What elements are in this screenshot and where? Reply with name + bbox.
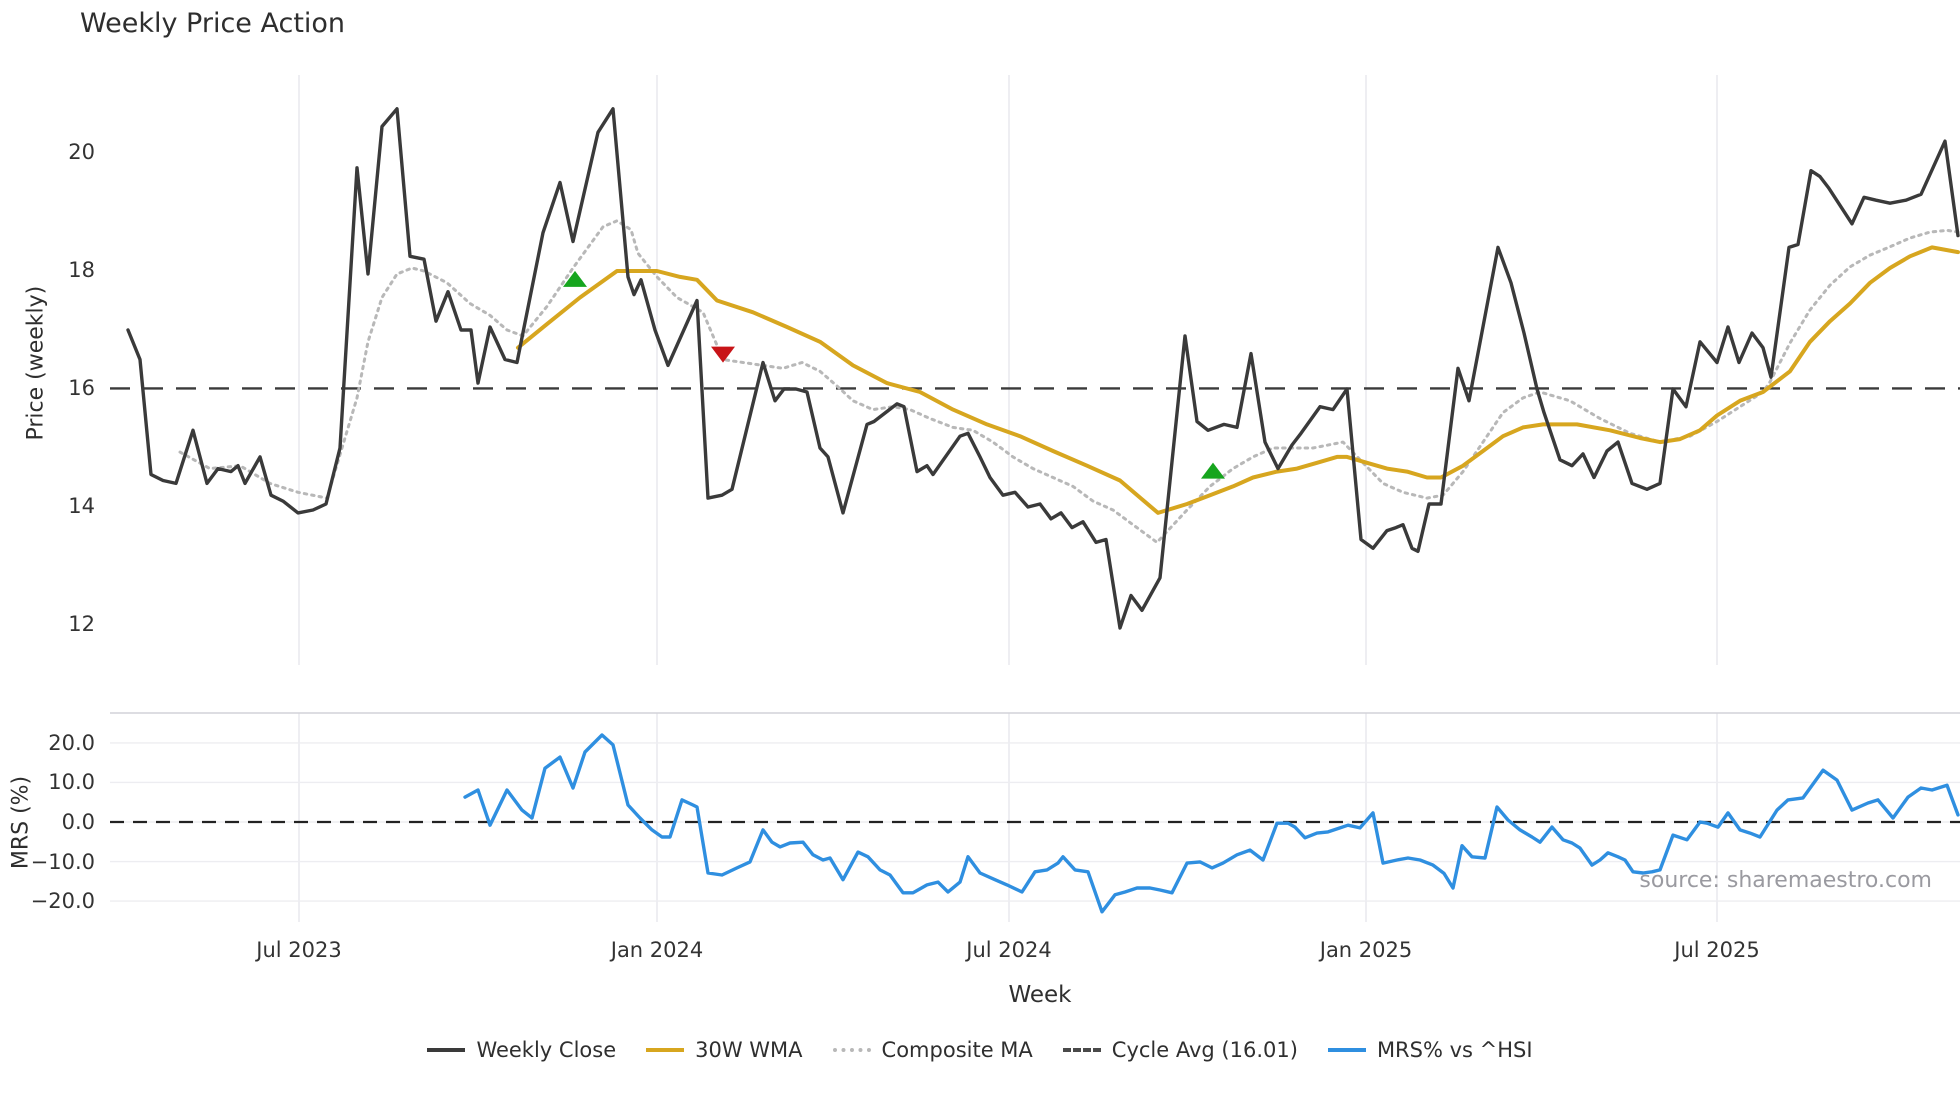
legend-item: Cycle Avg (16.01) [1062,1038,1298,1062]
price-tick-label: 18 [68,258,95,282]
mrs-line [463,733,1960,914]
price-tick-label: 20 [68,140,95,164]
wma-30w-line [516,245,1960,515]
legend-label: 30W WMA [695,1038,803,1062]
week-tick-label: Jul 2023 [256,938,342,962]
legend-swatch-solid-icon [427,1048,466,1052]
legend-swatch-solid-icon [1327,1048,1366,1052]
legend-swatch-solid-icon [646,1048,685,1052]
legend-swatch-dashed-icon [1062,1048,1101,1052]
legend-item: Composite MA [832,1038,1033,1062]
week-tick-label: Jul 2024 [966,938,1052,962]
legend-label: Cycle Avg (16.01) [1111,1038,1298,1062]
chart-legend: Weekly Close 30W WMA Composite MA Cycle Avg… [0,1038,1960,1062]
legend-label: MRS% vs ^HSI [1376,1038,1533,1062]
buy-signal-marker [563,270,587,287]
mrs-tick-label: −20.0 [30,889,95,914]
mrs-tick-label: 0.0 [61,810,95,834]
weekly-close-line [126,107,1960,630]
price-axis-label: Price (weekly) [23,285,49,441]
week-axis-label: Week [1008,982,1072,1008]
mrs-tick-label: 20.0 [48,730,95,755]
price-tick-label: 12 [68,612,95,636]
week-tick-label: Jan 2024 [610,938,704,962]
sell-signal-marker [711,346,735,363]
source-note: source: sharemaestro.com [1639,868,1932,893]
legend-item: 30W WMA [646,1038,803,1062]
mrs-tick-label: 10.0 [48,770,95,795]
price-tick-label: 16 [68,376,95,400]
buy-signal-marker [1201,462,1225,479]
legend-item: MRS% vs ^HSI [1327,1038,1533,1062]
legend-item: Weekly Close [427,1038,616,1062]
chart-title: Weekly Price Action [80,8,346,39]
legend-swatch-dotted-icon [832,1048,871,1052]
mrs-tick-label: −10.0 [30,849,95,874]
legend-label: Composite MA [881,1038,1033,1062]
week-tick-label: Jul 2025 [1674,938,1760,962]
week-tick-label: Jan 2025 [1319,938,1413,962]
legend-label: Weekly Close [476,1038,617,1062]
price-tick-label: 14 [68,494,95,518]
